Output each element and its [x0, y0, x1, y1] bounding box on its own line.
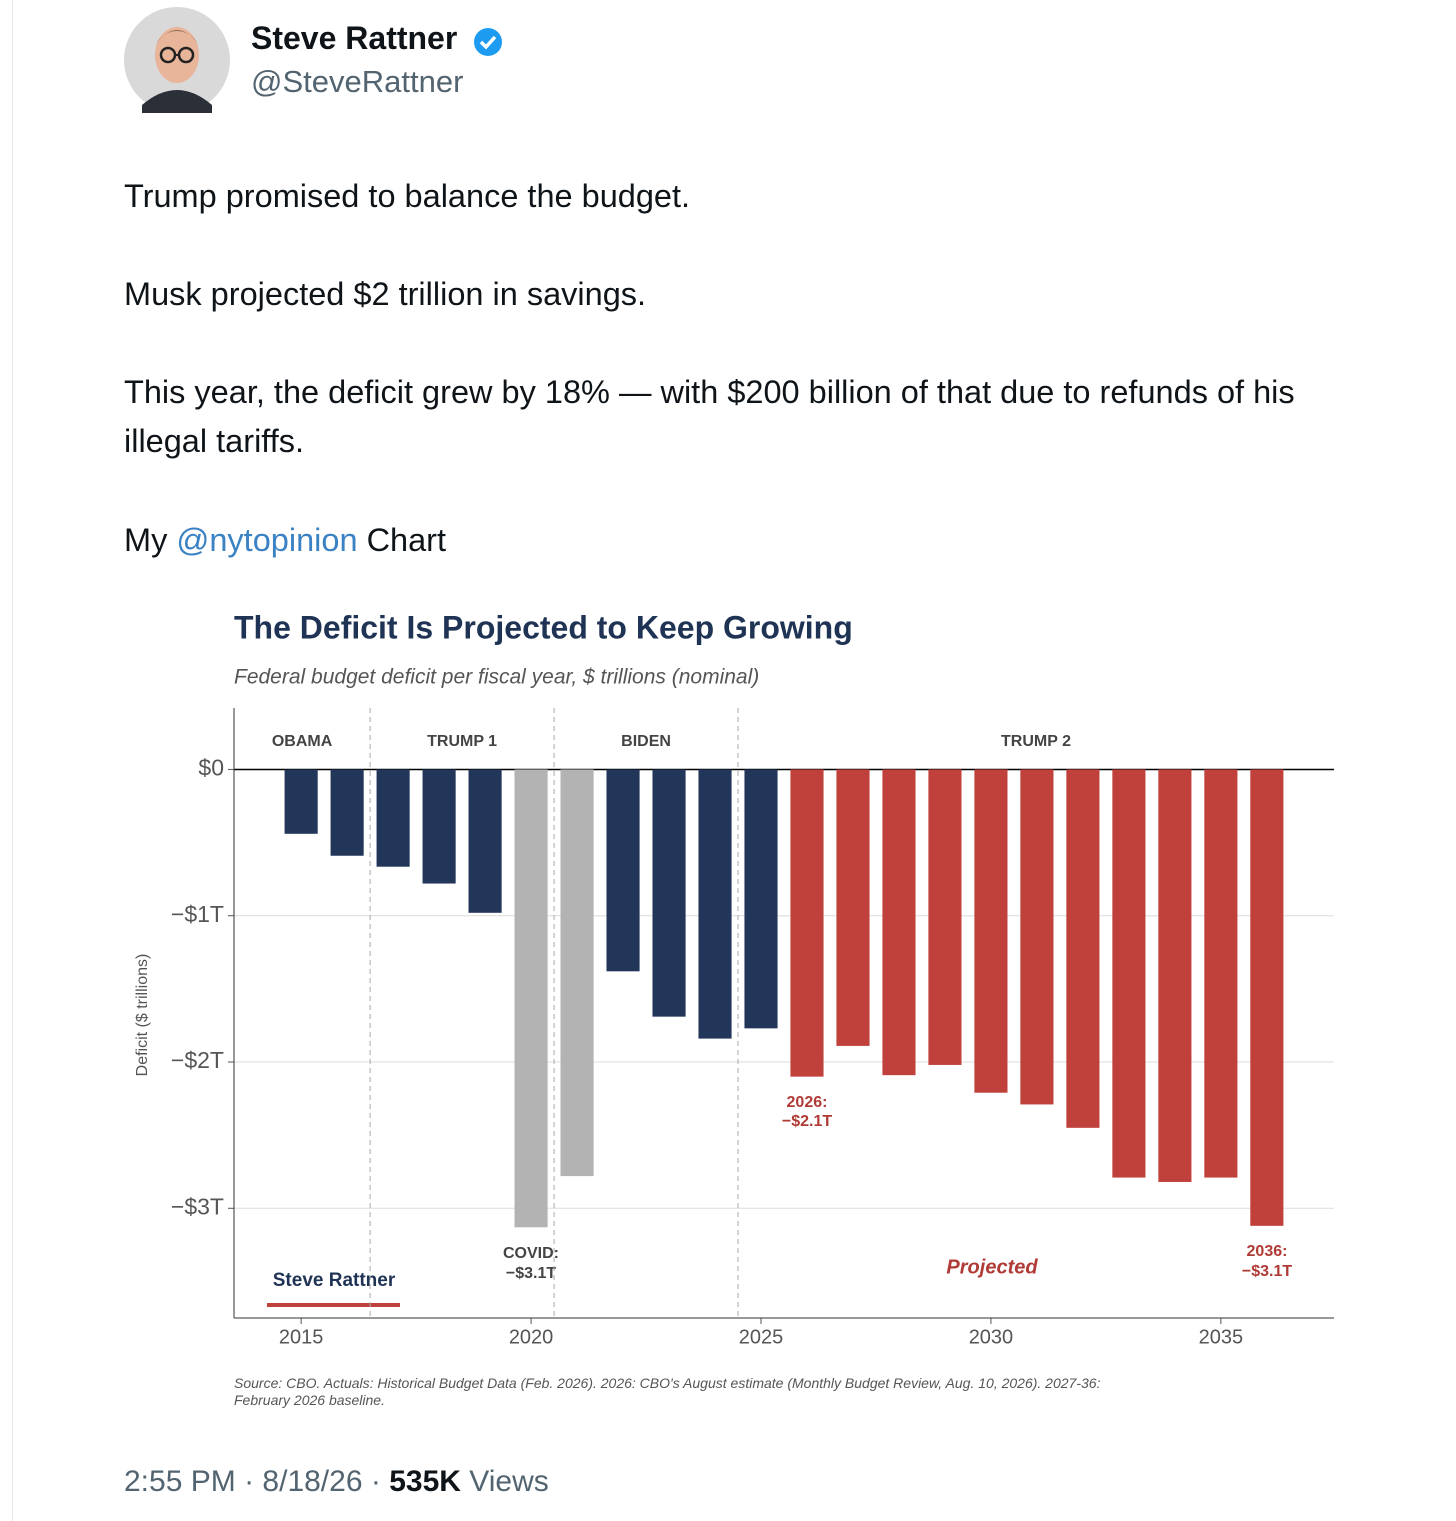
- annotation: −$3.1T: [506, 1265, 556, 1282]
- y-tick-label: −$3T: [171, 1193, 224, 1219]
- bar: [744, 769, 778, 1029]
- tweet-footer: 2:55 PM · 8/18/26 · 535K Views: [124, 1465, 549, 1499]
- text: My: [124, 522, 168, 558]
- bar: [790, 769, 824, 1077]
- bar: [698, 769, 732, 1039]
- chart-subtitle: Federal budget deficit per fiscal year, …: [234, 666, 759, 689]
- bar: [1158, 769, 1192, 1182]
- signature: Steve Rattner: [273, 1270, 396, 1291]
- views-label: Views: [469, 1465, 549, 1498]
- bar: [514, 769, 548, 1228]
- annotation: −$2.1T: [782, 1113, 832, 1130]
- era-label: OBAMA: [272, 733, 333, 750]
- annotation: −$3.1T: [1242, 1263, 1292, 1280]
- x-tick-label: 2030: [969, 1326, 1014, 1348]
- y-axis-label: Deficit ($ trillions): [134, 954, 151, 1077]
- annotation: COVID:: [503, 1245, 559, 1262]
- y-tick-label: $0: [198, 755, 224, 781]
- author-name[interactable]: Steve Rattner: [251, 20, 458, 56]
- chart-source: Source: CBO. Actuals: Historical Budget …: [234, 1375, 1101, 1408]
- bar: [974, 769, 1008, 1093]
- annotation: Projected: [946, 1256, 1038, 1278]
- bar: [606, 769, 640, 972]
- tweet-text: Musk projected $2 trillion in savings.: [124, 276, 647, 312]
- date[interactable]: 8/18/26: [262, 1465, 363, 1498]
- text: Chart: [366, 522, 447, 558]
- x-tick-label: 2035: [1199, 1326, 1244, 1348]
- x-tick-label: 2020: [509, 1326, 554, 1348]
- annotation: 2026:: [787, 1094, 828, 1111]
- tweet-text: Trump promised to balance the budget.: [124, 178, 691, 214]
- era-label: TRUMP 1: [427, 733, 497, 750]
- avatar[interactable]: [120, 5, 236, 117]
- bar: [284, 769, 318, 834]
- bar: [1020, 769, 1054, 1105]
- bar: [928, 769, 962, 1065]
- tweet-text: My @nytopinion Chart: [124, 516, 1364, 565]
- bar: [836, 769, 870, 1046]
- bar: [652, 769, 686, 1017]
- x-tick-label: 2025: [739, 1326, 784, 1348]
- separator: ·: [370, 1465, 381, 1498]
- x-tick-label: 2015: [279, 1326, 324, 1348]
- separator: ·: [244, 1465, 255, 1498]
- era-label: BIDEN: [621, 733, 671, 750]
- mention-link[interactable]: @nytopinion: [176, 522, 358, 558]
- bar: [376, 769, 410, 867]
- author-handle[interactable]: @SteveRattner: [251, 64, 464, 99]
- view-count: 535K: [389, 1465, 461, 1498]
- y-tick-label: −$1T: [171, 901, 224, 927]
- bar: [560, 769, 594, 1177]
- era-label: TRUMP 2: [1001, 733, 1071, 750]
- signature-underline: [267, 1303, 400, 1307]
- bar: [422, 769, 456, 884]
- bar: [468, 769, 502, 913]
- bar: [1204, 769, 1238, 1178]
- left-border: [12, 0, 13, 1521]
- bar: [882, 769, 916, 1076]
- bar: [1066, 769, 1100, 1128]
- time[interactable]: 2:55 PM: [124, 1465, 236, 1498]
- chart-title: The Deficit Is Projected to Keep Growing: [234, 609, 853, 645]
- verified-badge: [474, 28, 502, 56]
- bar: [1112, 769, 1146, 1178]
- y-tick-label: −$2T: [171, 1047, 224, 1073]
- bar: [330, 769, 364, 856]
- tweet-text: This year, the deficit grew by 18% — wit…: [124, 374, 1295, 459]
- annotation: 2036:: [1247, 1243, 1288, 1260]
- bar: [1250, 769, 1284, 1226]
